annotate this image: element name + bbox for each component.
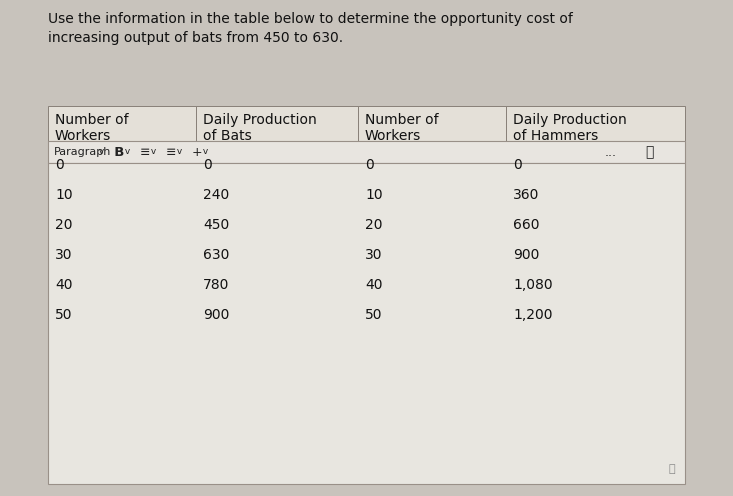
Bar (358, 240, 506, 270)
Text: 10: 10 (365, 188, 383, 202)
Bar (506, 180, 685, 210)
Bar (48, 240, 196, 270)
Text: 660: 660 (513, 218, 539, 232)
Text: ...: ... (605, 145, 617, 159)
Text: ⟋: ⟋ (668, 464, 675, 474)
Text: ≡: ≡ (132, 145, 150, 159)
Text: 30: 30 (365, 248, 383, 262)
Text: 780: 780 (203, 278, 229, 292)
Text: 900: 900 (203, 308, 229, 322)
Text: 360: 360 (513, 188, 539, 202)
Text: 20: 20 (365, 218, 383, 232)
Bar (196, 300, 358, 330)
Bar (358, 210, 506, 240)
Bar (358, 300, 506, 330)
Text: v: v (174, 147, 183, 157)
Bar (48, 106, 196, 150)
Bar (196, 240, 358, 270)
Bar (506, 106, 685, 150)
Bar (48, 150, 196, 180)
Bar (506, 240, 685, 270)
Text: 40: 40 (55, 278, 73, 292)
Text: Number of
Workers: Number of Workers (365, 113, 438, 143)
Text: 450: 450 (203, 218, 229, 232)
Bar (48, 210, 196, 240)
Text: 50: 50 (365, 308, 383, 322)
Bar (196, 210, 358, 240)
Bar (358, 270, 506, 300)
Text: Daily Production
of Hammers: Daily Production of Hammers (513, 113, 627, 143)
Text: v: v (148, 147, 157, 157)
Text: 1,200: 1,200 (513, 308, 553, 322)
Text: +: + (183, 145, 202, 159)
Bar (506, 300, 685, 330)
Bar (506, 270, 685, 300)
Text: 0: 0 (513, 158, 522, 172)
Text: 0: 0 (55, 158, 64, 172)
Text: Use the information in the table below to determine the opportunity cost of
incr: Use the information in the table below t… (48, 12, 573, 45)
Bar (48, 270, 196, 300)
Bar (48, 300, 196, 330)
Text: Paragraph: Paragraph (54, 147, 111, 157)
Text: 0: 0 (365, 158, 374, 172)
Bar (196, 270, 358, 300)
Bar (48, 180, 196, 210)
Text: 240: 240 (203, 188, 229, 202)
Text: 20: 20 (55, 218, 73, 232)
Text: ⤢: ⤢ (645, 145, 653, 159)
Bar (196, 180, 358, 210)
Bar (358, 106, 506, 150)
Bar (506, 210, 685, 240)
Bar (48, 141, 685, 163)
Bar (196, 150, 358, 180)
Text: B: B (105, 145, 124, 159)
Text: 900: 900 (513, 248, 539, 262)
Text: Daily Production
of Bats: Daily Production of Bats (203, 113, 317, 143)
Text: 0: 0 (203, 158, 212, 172)
Text: 1,080: 1,080 (513, 278, 553, 292)
Text: v: v (95, 147, 104, 157)
Text: 40: 40 (365, 278, 383, 292)
Text: v: v (122, 147, 130, 157)
Text: 10: 10 (55, 188, 73, 202)
Text: ≡: ≡ (158, 145, 176, 159)
Text: 30: 30 (55, 248, 73, 262)
Bar (506, 150, 685, 180)
Bar (358, 150, 506, 180)
Text: 50: 50 (55, 308, 73, 322)
Bar (358, 180, 506, 210)
Text: v: v (200, 147, 209, 157)
Bar (48, 163, 685, 484)
Text: Number of
Workers: Number of Workers (55, 113, 128, 143)
Text: 630: 630 (203, 248, 229, 262)
Bar (196, 106, 358, 150)
